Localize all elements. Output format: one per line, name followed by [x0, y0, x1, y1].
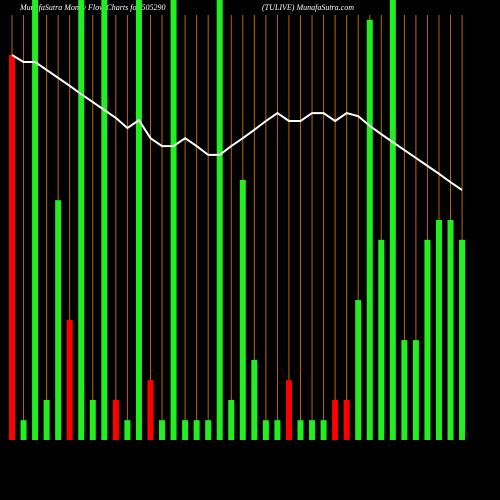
bar: [297, 420, 304, 440]
bar: [20, 420, 27, 440]
bar: [135, 0, 142, 440]
bar: [239, 179, 246, 440]
bar: [66, 319, 73, 440]
bar: [89, 399, 96, 440]
chart-subtitle: (TULIVE) MunafaSutra.com: [262, 3, 354, 12]
bar: [182, 420, 189, 440]
bar: [43, 399, 50, 440]
trend-line: [11, 54, 463, 191]
bar: [101, 0, 108, 440]
bar: [378, 239, 385, 440]
bar: [9, 55, 15, 440]
bar: [216, 0, 223, 440]
bar: [459, 239, 466, 440]
bar: [274, 420, 281, 440]
bar: [193, 420, 200, 440]
bar: [251, 359, 258, 440]
bar: [412, 340, 419, 440]
bar: [285, 380, 292, 440]
bar: [262, 420, 269, 440]
bar: [332, 399, 339, 440]
bar: [159, 420, 166, 440]
bar: [124, 420, 131, 440]
bar: [55, 200, 62, 440]
bar: [228, 399, 235, 440]
bar: [32, 0, 39, 440]
bar: [389, 0, 396, 440]
bar: [366, 19, 373, 441]
bar: [424, 239, 431, 440]
bar: [447, 220, 454, 440]
bar: [320, 420, 327, 440]
bar: [401, 340, 408, 440]
bar: [343, 399, 350, 440]
bar: [112, 399, 119, 440]
bar: [435, 220, 442, 440]
bar: [147, 380, 154, 440]
bar: [170, 0, 177, 440]
bar: [205, 420, 212, 440]
bar: [309, 420, 316, 440]
bar: [78, 0, 85, 440]
chart-title: MunafaSutra Money Flow Charts for 505290: [19, 3, 166, 12]
bar: [355, 300, 362, 440]
